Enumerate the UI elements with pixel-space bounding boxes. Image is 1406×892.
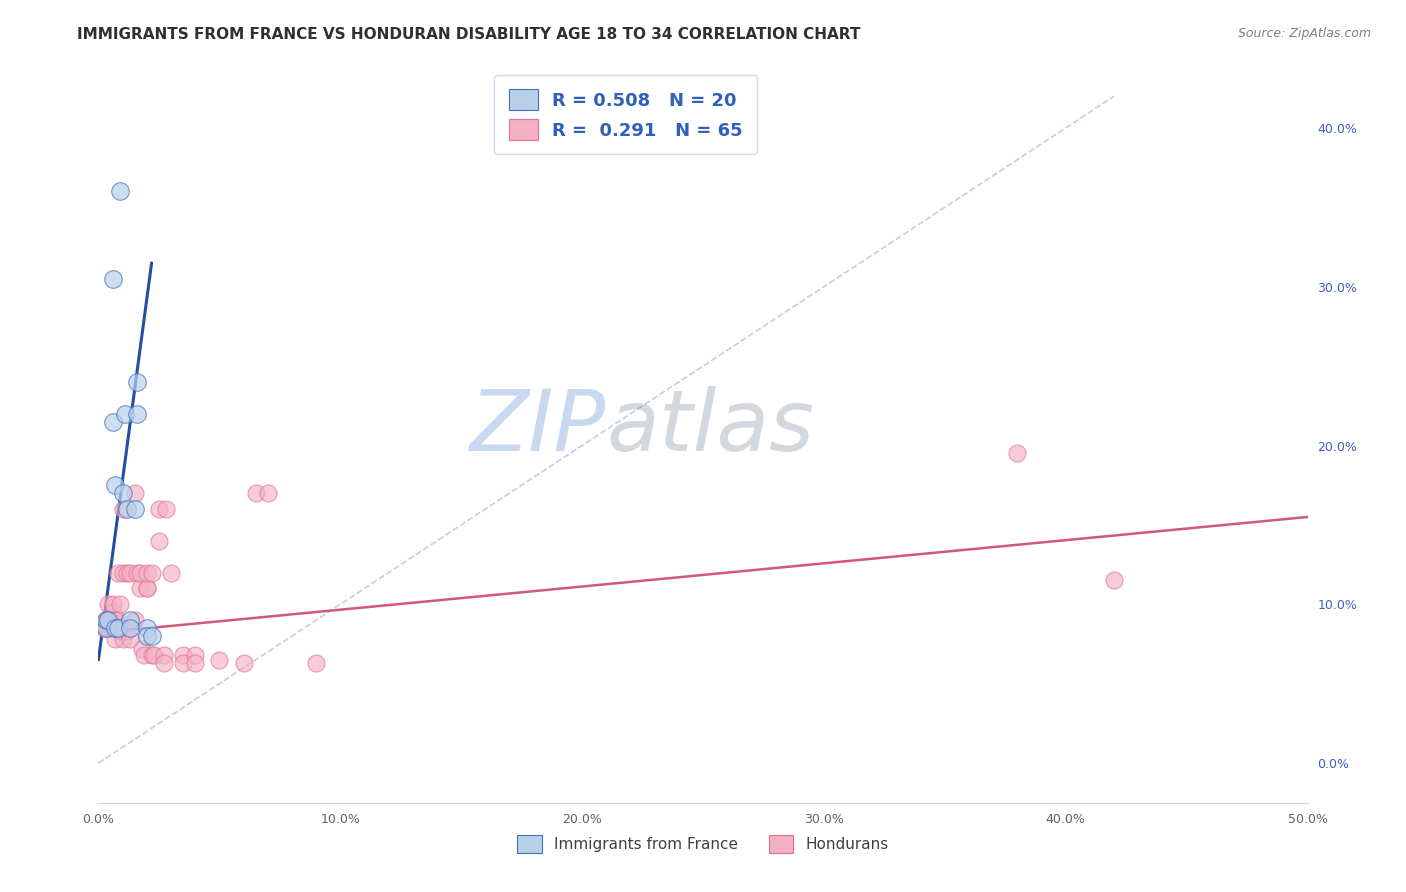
Point: [143, 648, 166, 662]
Point: [111, 621, 134, 635]
Point: [1102, 574, 1125, 588]
Point: [101, 272, 124, 286]
Point: [97, 613, 120, 627]
Point: [155, 502, 177, 516]
Point: [118, 632, 141, 647]
Point: [208, 653, 231, 667]
Point: [100, 613, 122, 627]
Point: [128, 582, 150, 596]
Point: [100, 613, 122, 627]
Point: [152, 656, 174, 670]
Point: [152, 648, 174, 662]
Point: [117, 566, 139, 580]
Point: [305, 656, 328, 670]
Point: [135, 629, 157, 643]
Point: [97, 597, 120, 611]
Point: [107, 621, 129, 635]
Point: [127, 407, 149, 421]
Point: [141, 629, 163, 643]
Point: [111, 502, 134, 516]
Point: [94, 613, 117, 627]
Point: [101, 415, 124, 429]
Point: [97, 613, 120, 627]
Point: [184, 656, 207, 670]
Point: [135, 566, 157, 580]
Point: [100, 621, 122, 635]
Point: [141, 648, 163, 662]
Point: [148, 502, 170, 516]
Point: [232, 656, 254, 670]
Point: [101, 605, 124, 619]
Point: [107, 621, 129, 635]
Point: [118, 621, 141, 635]
Point: [104, 621, 127, 635]
Point: [104, 613, 127, 627]
Point: [97, 621, 120, 635]
Point: [107, 566, 129, 580]
Point: [111, 566, 134, 580]
Point: [91, 621, 114, 635]
Point: [94, 613, 117, 627]
Point: [134, 648, 156, 662]
Point: [107, 613, 129, 627]
Point: [101, 621, 124, 635]
Point: [118, 566, 141, 580]
Point: [94, 613, 117, 627]
Point: [160, 566, 183, 580]
Point: [256, 486, 278, 500]
Text: Source: ZipAtlas.com: Source: ZipAtlas.com: [1237, 27, 1371, 40]
Point: [117, 624, 139, 639]
Point: [104, 478, 127, 492]
Point: [108, 621, 131, 635]
Point: [148, 533, 170, 548]
Point: [111, 632, 134, 647]
Point: [124, 613, 146, 627]
Point: [100, 613, 122, 627]
Point: [118, 613, 141, 627]
Point: [127, 566, 149, 580]
Point: [107, 621, 129, 635]
Point: [104, 613, 127, 627]
Point: [128, 566, 150, 580]
Point: [124, 486, 146, 500]
Point: [100, 621, 122, 635]
Point: [104, 632, 127, 647]
Text: atlas: atlas: [606, 385, 814, 468]
Point: [127, 375, 149, 389]
Text: IMMIGRANTS FROM FRANCE VS HONDURAN DISABILITY AGE 18 TO 34 CORRELATION CHART: IMMIGRANTS FROM FRANCE VS HONDURAN DISAB…: [77, 27, 860, 42]
Point: [97, 621, 120, 635]
Point: [135, 621, 157, 635]
Point: [111, 486, 134, 500]
Point: [172, 656, 194, 670]
Point: [245, 486, 267, 500]
Point: [124, 502, 146, 516]
Point: [101, 597, 124, 611]
Point: [108, 624, 131, 639]
Point: [172, 648, 194, 662]
Point: [111, 624, 134, 639]
Point: [135, 582, 157, 596]
Point: [1007, 446, 1029, 460]
Point: [117, 502, 139, 516]
Point: [131, 641, 153, 656]
Point: [108, 185, 131, 199]
Legend: Immigrants from France, Hondurans: Immigrants from France, Hondurans: [510, 827, 896, 860]
Point: [114, 407, 136, 421]
Point: [184, 648, 207, 662]
Point: [141, 566, 163, 580]
Text: ZIP: ZIP: [470, 385, 606, 468]
Point: [108, 597, 131, 611]
Point: [94, 621, 117, 635]
Point: [111, 624, 134, 639]
Point: [135, 582, 157, 596]
